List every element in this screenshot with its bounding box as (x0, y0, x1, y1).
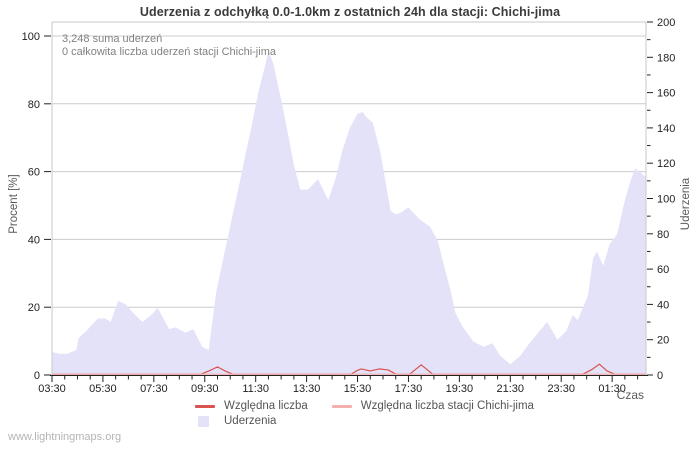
y-right-tick-label: 100 (657, 194, 675, 206)
legend-area-swatch-strikes (198, 415, 209, 427)
x-tick-label: 01:30 (598, 383, 626, 395)
y-left-tick-label: 20 (28, 302, 40, 314)
x-tick-label: 17:30 (395, 383, 423, 395)
y-right-tick-label: 180 (657, 52, 675, 64)
legend-line-swatch-relative-station (331, 404, 352, 408)
y-left-tick-label: 100 (22, 31, 40, 43)
legend-label-relative-station: Względna liczba stacji Chichi-jima (360, 400, 534, 412)
x-tick-label: 19:30 (446, 383, 474, 395)
legend: Względna liczba Względna liczba stacji C… (195, 399, 534, 429)
x-tick-label: 09:30 (191, 383, 219, 395)
y-right-tick-label: 0 (657, 370, 663, 382)
annotations: 3,248 suma uderzeń 0 całkowita liczba ud… (62, 33, 276, 59)
y-right-tick-label: 120 (657, 158, 675, 170)
legend-row-lines: Względna liczba Względna liczba stacji C… (195, 399, 534, 413)
x-tick-label: 03:30 (38, 383, 66, 395)
y-left-tick-label: 40 (28, 234, 40, 246)
legend-label-relative: Względna liczba (224, 400, 308, 412)
y-left-tick-label: 60 (28, 167, 40, 179)
x-tick-label: 07:30 (140, 383, 168, 395)
watermark-url: www.lightningmaps.org (8, 431, 122, 443)
y-right-tick-label: 200 (657, 17, 675, 29)
x-tick-label: 15:30 (344, 383, 372, 395)
strikes-area-series (52, 50, 646, 376)
y-left-tick-label: 80 (28, 99, 40, 111)
y-right-tick-label: 80 (657, 229, 669, 241)
y-left-tick-label: 0 (34, 370, 40, 382)
x-tick-label: 13:30 (293, 383, 321, 395)
annotation-total-strikes: 3,248 suma uderzeń (62, 33, 163, 45)
y-right-tick-label: 140 (657, 123, 675, 135)
y-axis-left-title: Procent [%] (8, 174, 20, 234)
legend-label-strikes: Uderzenia (224, 415, 277, 427)
x-tick-label: 21:30 (497, 383, 525, 395)
line-series (52, 363, 646, 375)
x-tick-label: 11:30 (242, 383, 269, 395)
y-right-tick-label: 40 (657, 299, 669, 311)
y-right-tick-label: 160 (657, 88, 675, 100)
legend-row-area: Uderzenia (195, 414, 534, 428)
annotation-station-strikes: 0 całkowita liczba uderzeń stacji Chichi… (62, 46, 276, 58)
y-right-tick-label: 20 (657, 335, 669, 347)
x-tick-label: 23:30 (547, 383, 575, 395)
y-right-tick-label: 60 (657, 264, 669, 276)
x-axis-title: Czas (616, 388, 644, 402)
legend-line-swatch-relative (195, 404, 215, 408)
x-tick-label: 05:30 (89, 383, 117, 395)
chart-title: Uderzenia z odchyłką 0.0-1.0km z ostatni… (139, 5, 561, 19)
y-axis-right-title: Uderzenia (680, 177, 692, 231)
